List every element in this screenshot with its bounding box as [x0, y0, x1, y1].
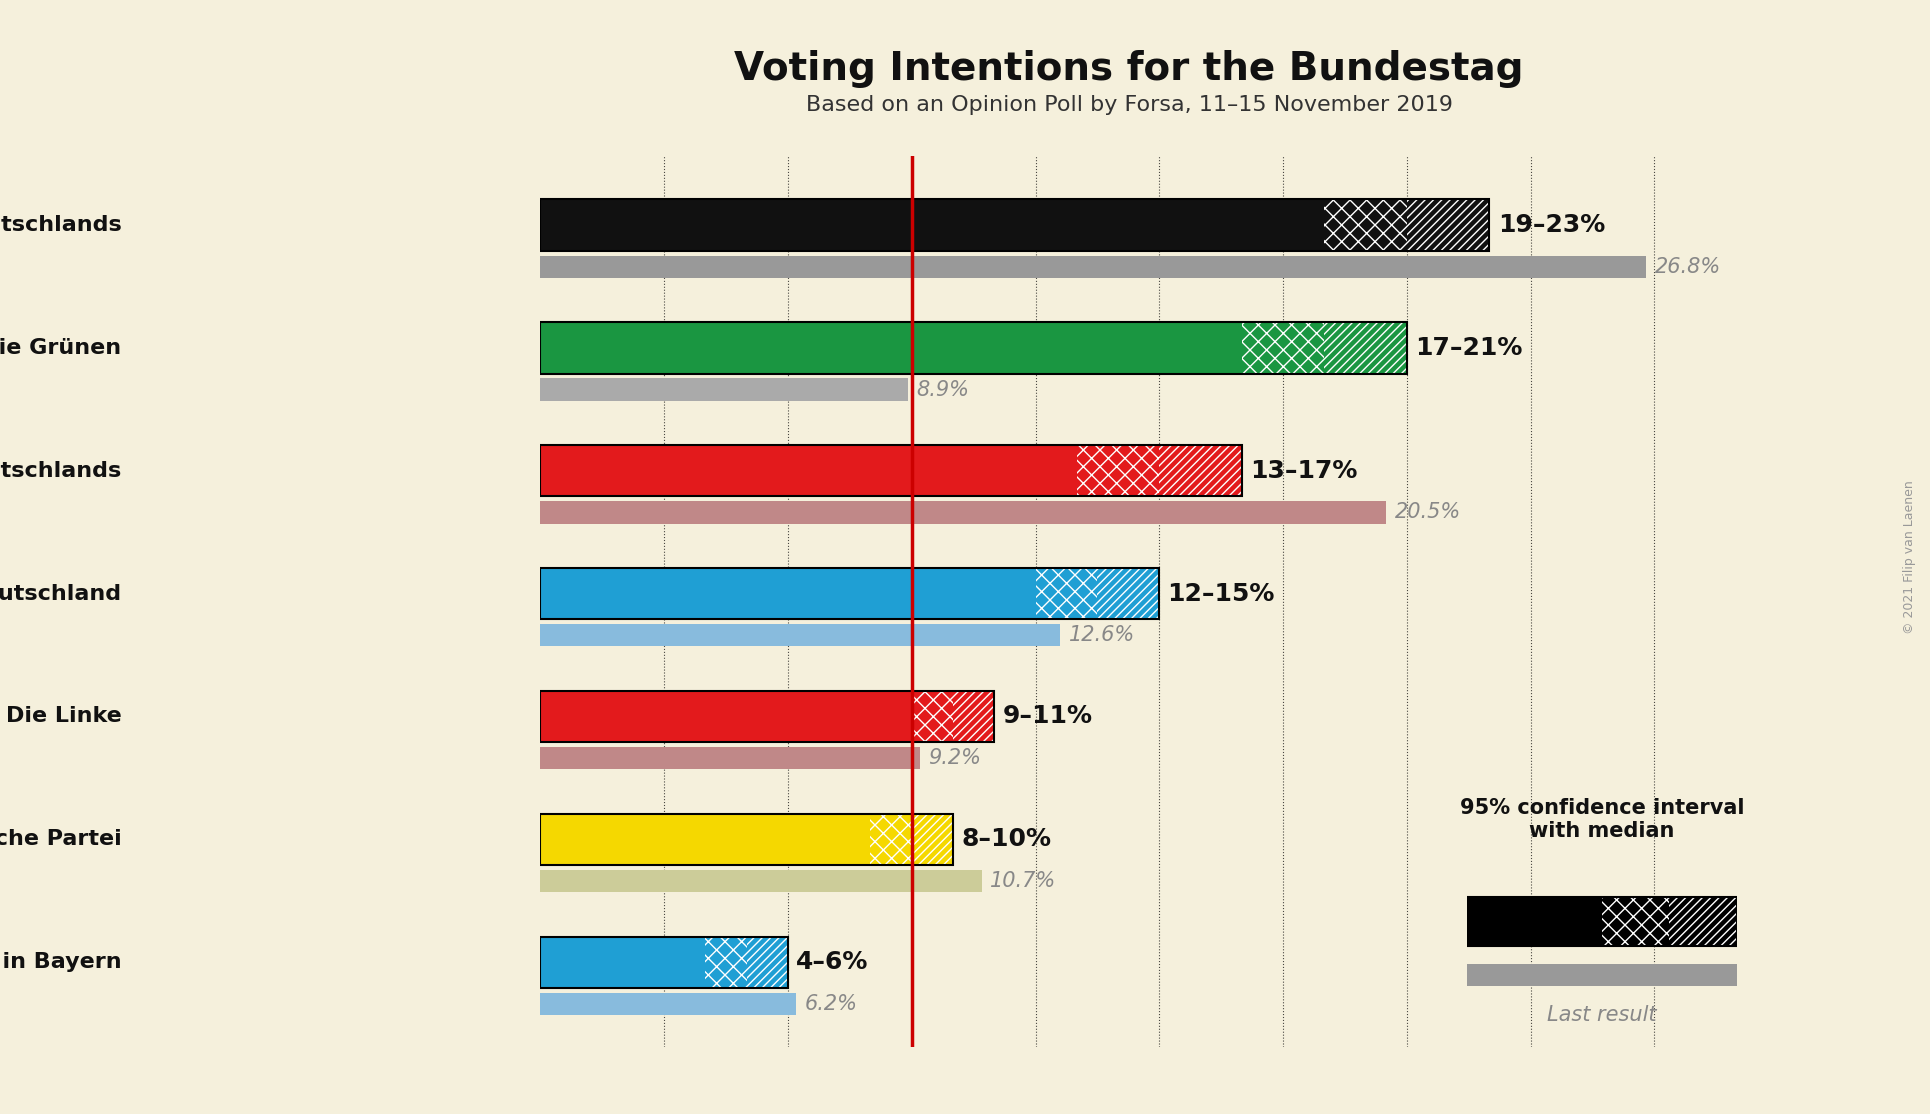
Text: 8–10%: 8–10% — [961, 828, 1052, 851]
Bar — [540, 444, 1241, 497]
Bar — [911, 813, 953, 866]
Bar — [540, 568, 1036, 619]
Bar — [1669, 898, 1737, 947]
Text: Sozialdemokratische Partei Deutschlands: Sozialdemokratische Partei Deutschlands — [0, 461, 122, 480]
Bar — [1241, 322, 1324, 373]
Bar — [747, 937, 787, 988]
Bar — [540, 199, 1324, 251]
Bar — [1324, 322, 1407, 373]
Bar — [540, 747, 921, 770]
Text: 6.2%: 6.2% — [805, 994, 857, 1014]
Bar — [870, 813, 911, 866]
Bar — [1077, 444, 1160, 497]
Text: 95% confidence interval
with median: 95% confidence interval with median — [1459, 798, 1745, 841]
Bar — [540, 691, 911, 742]
Bar — [540, 813, 870, 866]
Bar — [706, 937, 747, 988]
Bar — [540, 379, 907, 401]
Bar — [540, 813, 953, 866]
Bar — [540, 444, 1077, 497]
Text: 19–23%: 19–23% — [1498, 213, 1606, 237]
Text: Based on an Opinion Poll by Forsa, 11–15 November 2019: Based on an Opinion Poll by Forsa, 11–15… — [805, 95, 1453, 115]
Bar — [1602, 898, 1669, 947]
Bar — [1467, 898, 1737, 947]
Text: 13–17%: 13–17% — [1251, 459, 1357, 482]
Text: 20.5%: 20.5% — [1395, 502, 1461, 522]
Bar — [953, 691, 994, 742]
Bar — [1467, 965, 1737, 987]
Text: © 2021 Filip van Laenen: © 2021 Filip van Laenen — [1903, 480, 1916, 634]
Bar — [1407, 199, 1490, 251]
Bar — [540, 937, 787, 988]
Bar — [540, 199, 1490, 251]
Text: 9–11%: 9–11% — [1002, 704, 1092, 729]
Text: Bündnis 90/Die Grünen: Bündnis 90/Die Grünen — [0, 338, 122, 358]
Bar — [540, 691, 994, 742]
Text: 9.2%: 9.2% — [928, 749, 980, 769]
Text: 17–21%: 17–21% — [1415, 335, 1523, 360]
Bar — [540, 322, 1241, 373]
Bar — [540, 624, 1060, 646]
Text: 12–15%: 12–15% — [1168, 582, 1276, 606]
Text: Die Linke: Die Linke — [6, 706, 122, 726]
Text: 10.7%: 10.7% — [990, 871, 1056, 891]
Text: Christlich-Soziale Union in Bayern: Christlich-Soziale Union in Bayern — [0, 952, 122, 973]
Bar — [540, 937, 706, 988]
Bar — [540, 870, 982, 892]
Text: Freie Demokratische Partei: Freie Demokratische Partei — [0, 830, 122, 849]
Bar — [1036, 568, 1098, 619]
Text: 12.6%: 12.6% — [1069, 625, 1135, 645]
Text: Alternative für Deutschland: Alternative für Deutschland — [0, 584, 122, 604]
Bar — [540, 255, 1646, 277]
Bar — [1467, 898, 1602, 947]
Bar — [540, 993, 797, 1015]
Text: 4–6%: 4–6% — [797, 950, 868, 975]
Bar — [1324, 199, 1407, 251]
Bar — [540, 501, 1386, 524]
Bar — [1098, 568, 1160, 619]
Bar — [1160, 444, 1241, 497]
Bar — [540, 322, 1407, 373]
Bar — [911, 691, 953, 742]
Text: Voting Intentions for the Bundestag: Voting Intentions for the Bundestag — [733, 50, 1525, 88]
Text: 8.9%: 8.9% — [917, 380, 969, 400]
Text: 26.8%: 26.8% — [1654, 256, 1722, 276]
Text: Last result: Last result — [1548, 1005, 1656, 1025]
Text: Christlich Demokratische Union Deutschlands: Christlich Demokratische Union Deutschla… — [0, 215, 122, 235]
Bar — [540, 568, 1160, 619]
